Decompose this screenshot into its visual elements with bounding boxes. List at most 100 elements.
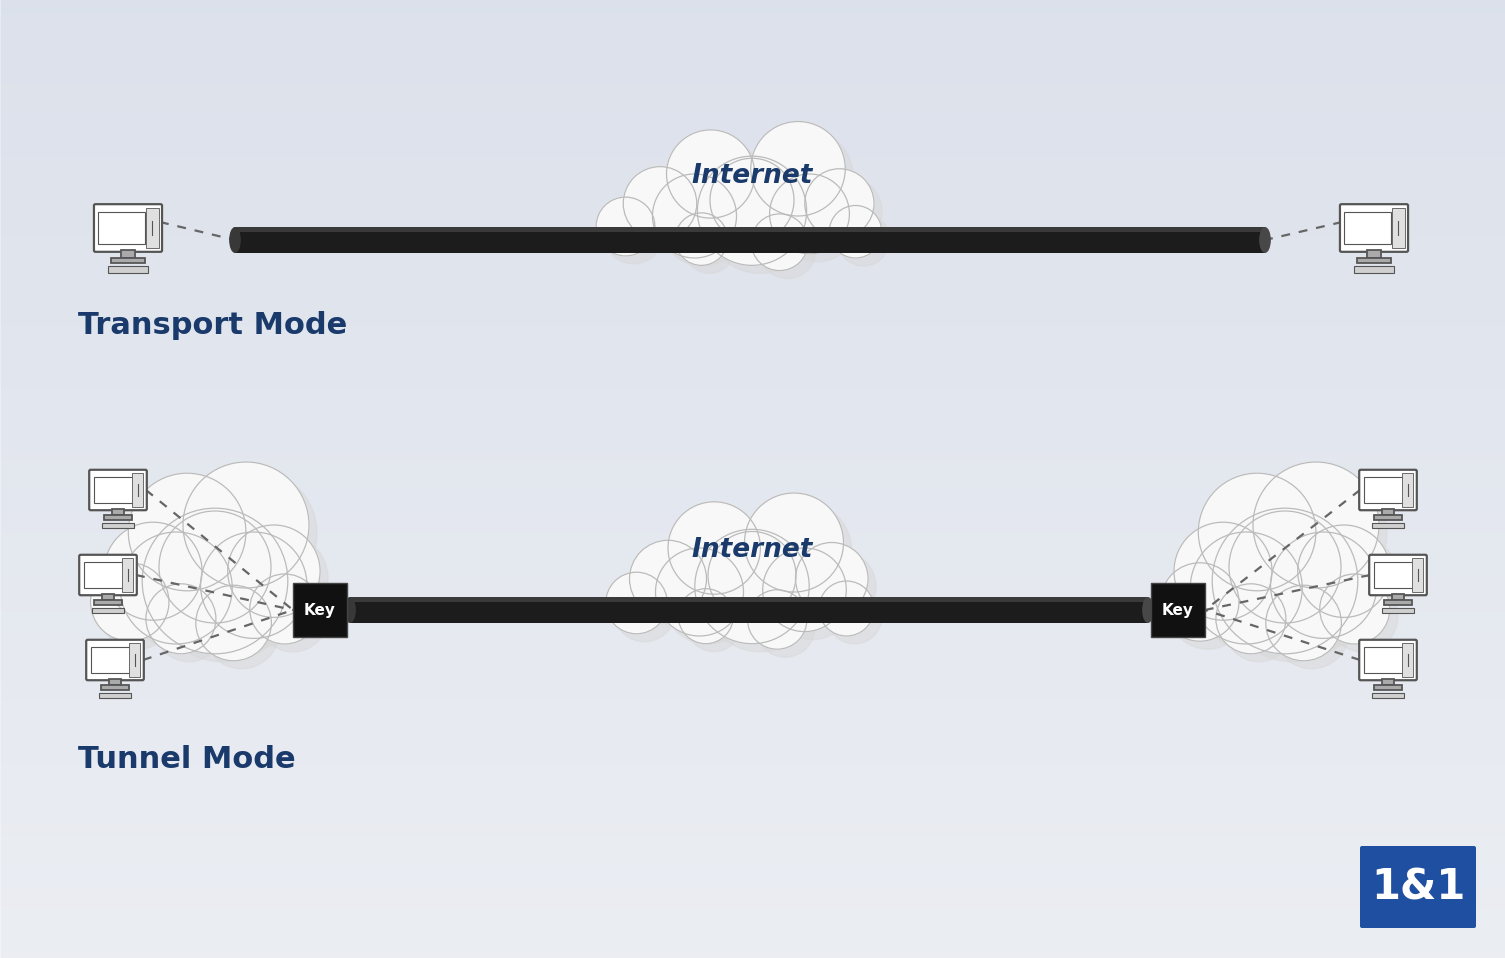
Circle shape [661, 182, 745, 266]
Circle shape [120, 532, 232, 644]
FancyBboxPatch shape [1359, 640, 1416, 680]
Circle shape [1230, 511, 1341, 623]
Circle shape [1198, 473, 1315, 591]
Bar [108, 266, 147, 272]
Circle shape [1273, 593, 1350, 669]
Bar [101, 686, 129, 690]
Bar [1392, 594, 1404, 601]
Bar [122, 559, 134, 592]
Circle shape [748, 590, 807, 650]
Circle shape [718, 167, 802, 250]
Circle shape [250, 574, 319, 644]
Circle shape [707, 532, 796, 620]
Circle shape [1168, 571, 1248, 650]
Circle shape [1270, 532, 1377, 638]
Text: 1&1: 1&1 [1371, 866, 1466, 908]
Circle shape [1207, 481, 1324, 599]
Circle shape [769, 174, 849, 254]
Bar [351, 597, 1148, 602]
Bar [235, 227, 1266, 253]
Circle shape [1261, 470, 1388, 596]
Circle shape [752, 501, 852, 600]
Circle shape [146, 583, 215, 653]
Circle shape [683, 221, 736, 273]
Bar [1364, 476, 1403, 504]
Bar [1382, 509, 1394, 515]
Bar [102, 594, 114, 601]
Circle shape [160, 511, 271, 623]
FancyBboxPatch shape [80, 555, 137, 595]
Bar [93, 601, 122, 604]
Bar [108, 678, 120, 686]
Ellipse shape [345, 597, 355, 623]
Circle shape [184, 462, 309, 588]
Ellipse shape [1260, 227, 1270, 253]
Text: Key: Key [1162, 603, 1193, 618]
Ellipse shape [229, 227, 241, 253]
Circle shape [196, 585, 271, 661]
Circle shape [200, 532, 307, 638]
Bar [146, 208, 158, 248]
Bar [104, 515, 132, 519]
Bar [1344, 212, 1391, 244]
Circle shape [716, 539, 804, 627]
Circle shape [1254, 462, 1379, 588]
Bar [1374, 515, 1403, 519]
Text: Internet: Internet [691, 163, 813, 189]
Circle shape [227, 525, 321, 617]
Circle shape [759, 222, 816, 279]
Bar [93, 476, 132, 504]
Circle shape [1174, 522, 1272, 620]
Circle shape [203, 593, 280, 669]
Circle shape [191, 470, 318, 596]
Circle shape [1216, 583, 1285, 653]
Circle shape [756, 598, 814, 657]
Bar [1403, 643, 1413, 676]
Circle shape [653, 174, 736, 258]
Circle shape [90, 562, 169, 641]
Bar [90, 647, 129, 673]
Bar [99, 693, 131, 697]
Circle shape [1327, 582, 1398, 652]
Circle shape [819, 581, 874, 636]
Circle shape [1160, 562, 1239, 641]
Circle shape [676, 213, 727, 265]
Circle shape [656, 548, 743, 636]
Circle shape [837, 214, 889, 266]
Circle shape [1198, 540, 1311, 652]
Circle shape [759, 129, 853, 224]
Text: Key: Key [304, 603, 336, 618]
Bar [129, 643, 140, 676]
Circle shape [1306, 533, 1398, 626]
Circle shape [98, 571, 178, 650]
Circle shape [257, 582, 328, 652]
Circle shape [128, 473, 245, 591]
Bar [1374, 561, 1413, 588]
Circle shape [604, 205, 662, 263]
Text: Transport Mode: Transport Mode [78, 310, 348, 339]
FancyBboxPatch shape [1361, 846, 1476, 928]
Circle shape [668, 502, 760, 594]
Circle shape [1266, 585, 1341, 661]
Circle shape [667, 130, 754, 218]
FancyBboxPatch shape [1370, 555, 1427, 595]
Circle shape [209, 540, 315, 647]
Circle shape [1224, 592, 1294, 662]
Text: Internet: Internet [691, 537, 813, 563]
Bar [1382, 678, 1394, 686]
Circle shape [1279, 540, 1385, 647]
Circle shape [695, 530, 810, 644]
Circle shape [236, 533, 328, 626]
FancyBboxPatch shape [93, 204, 163, 252]
Circle shape [751, 214, 808, 270]
Bar [1371, 693, 1404, 697]
Bar [1371, 523, 1404, 528]
Bar [102, 523, 134, 528]
Circle shape [128, 540, 241, 652]
Bar [132, 473, 143, 507]
Circle shape [638, 548, 715, 626]
Circle shape [1212, 508, 1358, 653]
Circle shape [137, 481, 254, 599]
Circle shape [828, 589, 882, 644]
Bar [120, 250, 135, 259]
